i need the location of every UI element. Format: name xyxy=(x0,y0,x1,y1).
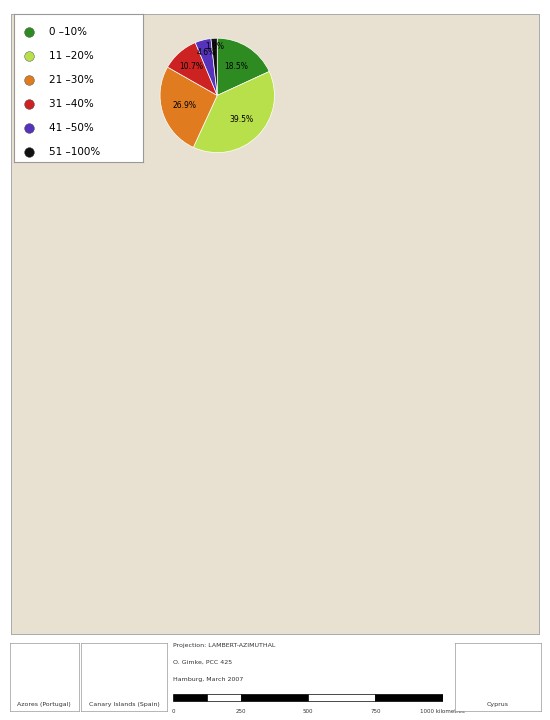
Text: 750: 750 xyxy=(370,709,381,714)
Bar xyxy=(308,694,375,701)
Wedge shape xyxy=(211,38,217,95)
Text: 0: 0 xyxy=(172,709,175,714)
Wedge shape xyxy=(195,39,217,95)
Text: 11 –20%: 11 –20% xyxy=(48,51,94,61)
Text: 1000 kilometres: 1000 kilometres xyxy=(420,709,465,714)
Wedge shape xyxy=(194,71,274,153)
Text: 26.9%: 26.9% xyxy=(173,102,196,110)
Text: 21 –30%: 21 –30% xyxy=(48,75,94,85)
Bar xyxy=(207,694,241,701)
Text: Hamburg, March 2007: Hamburg, March 2007 xyxy=(173,677,244,682)
Wedge shape xyxy=(160,67,217,148)
Text: 18.5%: 18.5% xyxy=(224,62,248,71)
Text: 10.7%: 10.7% xyxy=(179,62,204,71)
Text: Azores (Portugal): Azores (Portugal) xyxy=(18,701,71,706)
Text: 0 –10%: 0 –10% xyxy=(48,27,87,37)
Text: 39.5%: 39.5% xyxy=(229,115,254,124)
Text: O. Gimke, PCC 425: O. Gimke, PCC 425 xyxy=(173,660,232,665)
Text: 4.6%: 4.6% xyxy=(196,48,216,57)
Text: Projection: LAMBERT-AZIMUTHAL: Projection: LAMBERT-AZIMUTHAL xyxy=(173,643,276,648)
Text: 1.8%: 1.8% xyxy=(205,42,224,51)
Text: Cyprus: Cyprus xyxy=(487,701,509,706)
Text: Canary Islands (Spain): Canary Islands (Spain) xyxy=(89,701,160,706)
Bar xyxy=(241,694,308,701)
Text: 250: 250 xyxy=(235,709,246,714)
Text: 31 –40%: 31 –40% xyxy=(48,99,94,109)
Bar xyxy=(173,694,207,701)
Wedge shape xyxy=(168,42,217,95)
Text: 51 –100%: 51 –100% xyxy=(48,147,100,157)
Wedge shape xyxy=(217,38,269,95)
Bar xyxy=(375,694,443,701)
Text: 500: 500 xyxy=(302,709,313,714)
Text: 41 –50%: 41 –50% xyxy=(48,122,94,132)
